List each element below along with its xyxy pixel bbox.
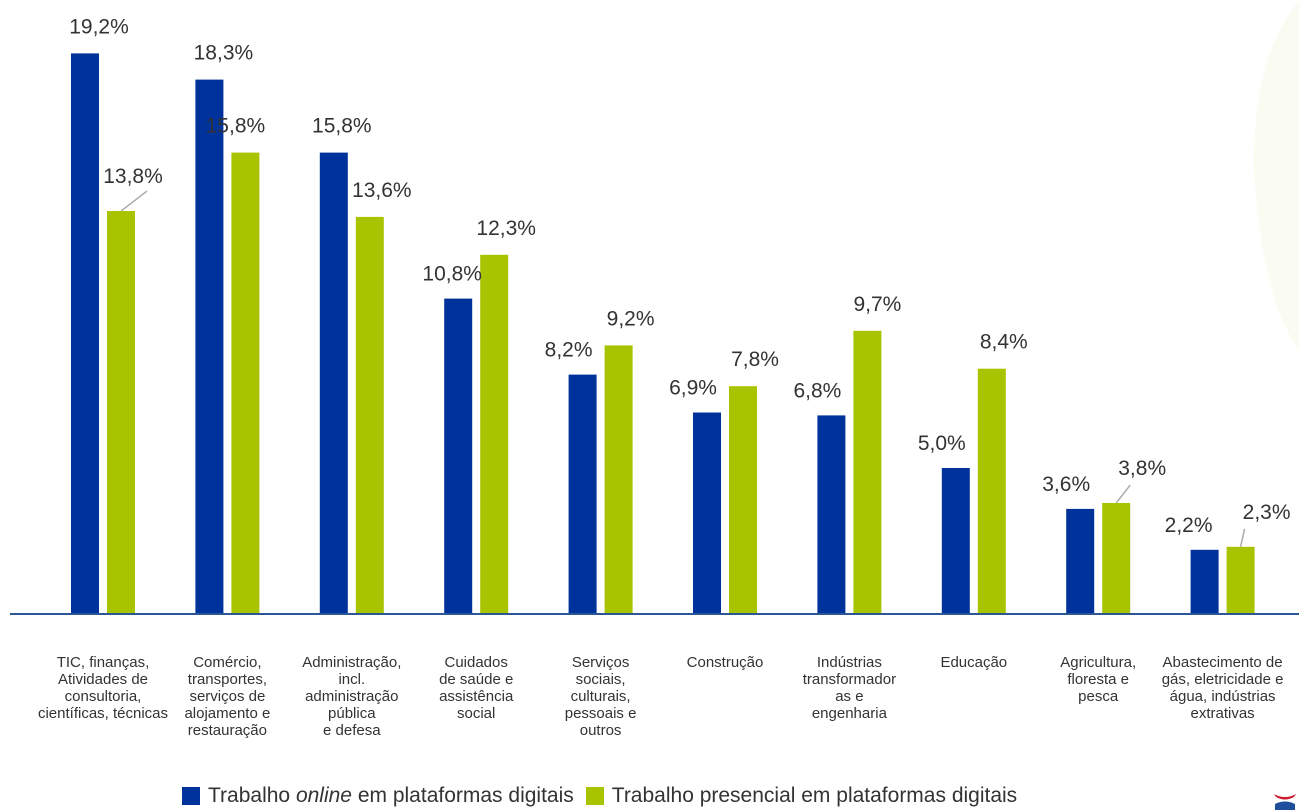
legend-label-presencial: Trabalho presencial em plataformas digit…: [611, 784, 1018, 807]
bar-presencial-9: [1226, 546, 1255, 614]
value-label-presencial-5: 7,8%: [731, 348, 779, 371]
leader-line-presencial-9: [1239, 528, 1246, 548]
value-label-presencial-1: 15,8%: [206, 115, 266, 138]
bar-online-8: [1066, 508, 1095, 614]
category-label-9: Abastecimento de gás, eletricidade e águ…: [1161, 654, 1284, 722]
bar-presencial-8: [1102, 503, 1131, 614]
value-label-presencial-0: 13,8%: [103, 165, 163, 188]
category-label-5: Construção: [686, 654, 764, 671]
category-label-4: Serviços sociais, culturais, pessoais e …: [564, 654, 637, 739]
value-label-online-7: 5,0%: [918, 432, 966, 455]
bar-online-7: [941, 468, 970, 614]
legend-item-presencial: Trabalho presencial em plataformas digit…: [585, 784, 1018, 808]
legend: Trabalho online em plataformas digitais …: [182, 782, 1029, 810]
value-label-online-3: 10,8%: [422, 263, 482, 286]
value-label-online-0: 19,2%: [69, 15, 129, 38]
legend-item-online: Trabalho online em plataformas digitais: [182, 784, 574, 808]
category-label-0: TIC, finanças, Atividades de consultoria…: [37, 654, 169, 722]
value-label-presencial-7: 8,4%: [980, 331, 1028, 354]
legend-swatch-presencial: [585, 787, 604, 805]
bar-online-6: [817, 415, 846, 614]
bar-presencial-6: [853, 330, 882, 614]
value-label-online-1: 18,3%: [194, 42, 254, 65]
category-label-3: Cuidados de saúde e assistência social: [439, 654, 514, 722]
value-labels-group: 19,2% 18,3% 15,8% 10,8% 8,2% 6,9% 6,8% 5,0% 3,6%…: [69, 15, 1291, 548]
category-label-1: Comércio, transportes, serviços de aloja…: [184, 654, 271, 739]
value-label-presencial-4: 9,2%: [607, 307, 655, 330]
bar-online-5: [693, 412, 721, 614]
category-label-6: Indústrias transformador as e engenharia: [802, 654, 897, 722]
bar-online-1: [195, 79, 224, 615]
bar-presencial-0: [107, 211, 135, 614]
bar-online-0: [71, 53, 99, 614]
value-label-presencial-8: 3,8%: [1118, 457, 1166, 480]
bar-online-3: [444, 298, 473, 614]
bar-presencial-2: [355, 216, 384, 614]
bar-presencial-5: [729, 386, 757, 614]
category-label-8: Agricultura, floresta e pesca: [1060, 654, 1137, 705]
leader-line-presencial-8: [1115, 484, 1131, 504]
bar-online-2: [319, 152, 348, 614]
bar-online-4: [568, 374, 597, 614]
value-label-online-8: 3,6%: [1042, 473, 1090, 496]
bar-presencial-7: [977, 368, 1006, 614]
legend-label-online: Trabalho online em plataformas digitais: [208, 784, 574, 807]
bar-presencial-4: [604, 345, 633, 614]
bar-presencial-1: [231, 152, 260, 614]
category-label-2: Administração, incl. administração públi…: [302, 654, 402, 739]
bar-online-9: [1190, 549, 1219, 614]
value-label-online-9: 2,2%: [1165, 514, 1213, 537]
value-label-online-6: 6,8%: [793, 379, 841, 402]
value-label-online-4: 8,2%: [545, 339, 593, 362]
value-label-presencial-2: 13,6%: [352, 179, 412, 202]
logo-icon: [1274, 794, 1296, 810]
leader-line-presencial-0: [120, 190, 148, 212]
background-decoration: [1253, 0, 1299, 350]
value-label-presencial-9: 2,3%: [1243, 501, 1291, 524]
value-label-online-2: 15,8%: [312, 115, 372, 138]
value-label-online-5: 6,9%: [669, 377, 717, 400]
value-label-presencial-6: 9,7%: [853, 293, 901, 316]
category-label-7: Educação: [940, 654, 1008, 671]
legend-swatch-online: [182, 787, 200, 805]
bars-group: [71, 53, 1255, 615]
bar-presencial-3: [480, 254, 509, 615]
value-label-presencial-3: 12,3%: [476, 217, 536, 240]
